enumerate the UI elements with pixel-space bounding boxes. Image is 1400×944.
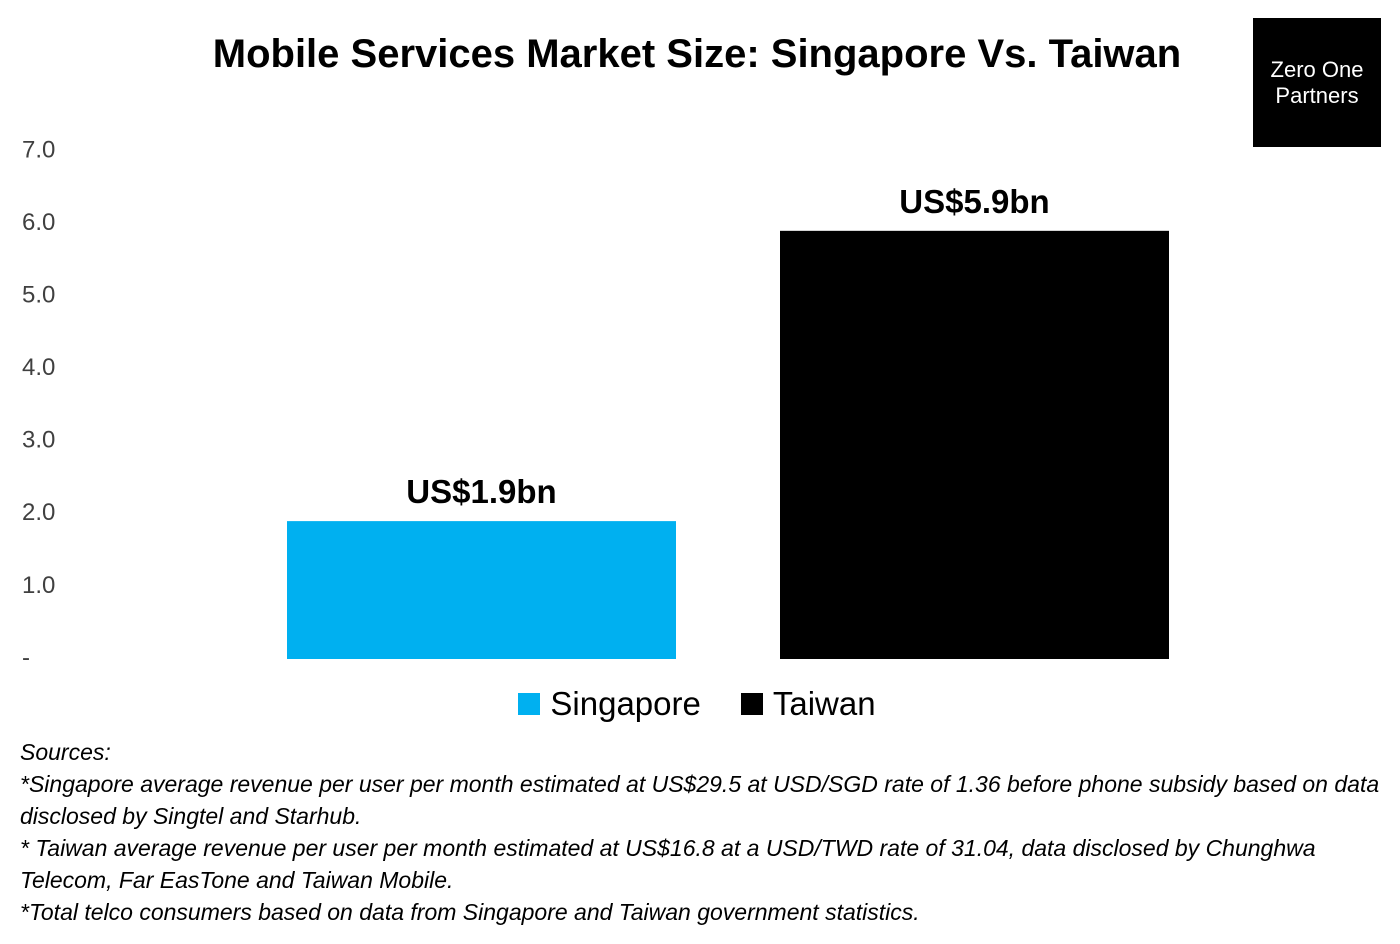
y-tick-label: - bbox=[22, 644, 30, 671]
y-tick-label: 1.0 bbox=[22, 572, 55, 599]
chart-title: Mobile Services Market Size: Singapore V… bbox=[212, 32, 1182, 76]
bars bbox=[287, 230, 1169, 660]
bar-chart: - 1.0 2.0 3.0 4.0 5.0 6.0 7.0 US$1.9bn US$5.9bn bbox=[22, 136, 1169, 671]
legend-swatch-singapore bbox=[518, 693, 541, 715]
y-tick-label: 7.0 bbox=[22, 136, 55, 163]
source-note-3: *Total telco consumers based on data fro… bbox=[20, 899, 920, 925]
sources-heading: Sources: bbox=[20, 739, 111, 765]
data-label-singapore: US$1.9bn bbox=[406, 473, 556, 510]
legend-label-taiwan: Taiwan bbox=[772, 685, 876, 722]
data-labels: US$1.9bn US$5.9bn bbox=[406, 183, 1049, 510]
y-tick-label: 3.0 bbox=[22, 427, 55, 454]
legend: Singapore Taiwan bbox=[0, 682, 1394, 726]
zero-one-partners-logo: Zero One Partners bbox=[1253, 18, 1381, 147]
sources-notes: Sources: *Singapore average revenue per … bbox=[20, 736, 1380, 928]
bar-taiwan bbox=[780, 230, 1169, 660]
y-tick-label: 6.0 bbox=[22, 209, 55, 236]
y-axis: - 1.0 2.0 3.0 4.0 5.0 6.0 7.0 bbox=[22, 136, 55, 671]
legend-label-singapore: Singapore bbox=[550, 685, 701, 722]
bar-singapore bbox=[287, 521, 676, 659]
data-label-taiwan: US$5.9bn bbox=[899, 183, 1049, 220]
source-note-1: *Singapore average revenue per user per … bbox=[20, 771, 1380, 829]
legend-item-singapore: Singapore bbox=[518, 682, 701, 726]
y-tick-label: 2.0 bbox=[22, 499, 55, 526]
y-tick-label: 5.0 bbox=[22, 281, 55, 308]
source-note-2: * Taiwan average revenue per user per mo… bbox=[20, 835, 1316, 893]
logo-line-2: Partners bbox=[1275, 82, 1359, 108]
legend-swatch-taiwan bbox=[740, 693, 763, 715]
y-tick-label: 4.0 bbox=[22, 354, 55, 381]
legend-item-taiwan: Taiwan bbox=[740, 682, 876, 726]
logo-line-1: Zero One bbox=[1270, 56, 1364, 82]
